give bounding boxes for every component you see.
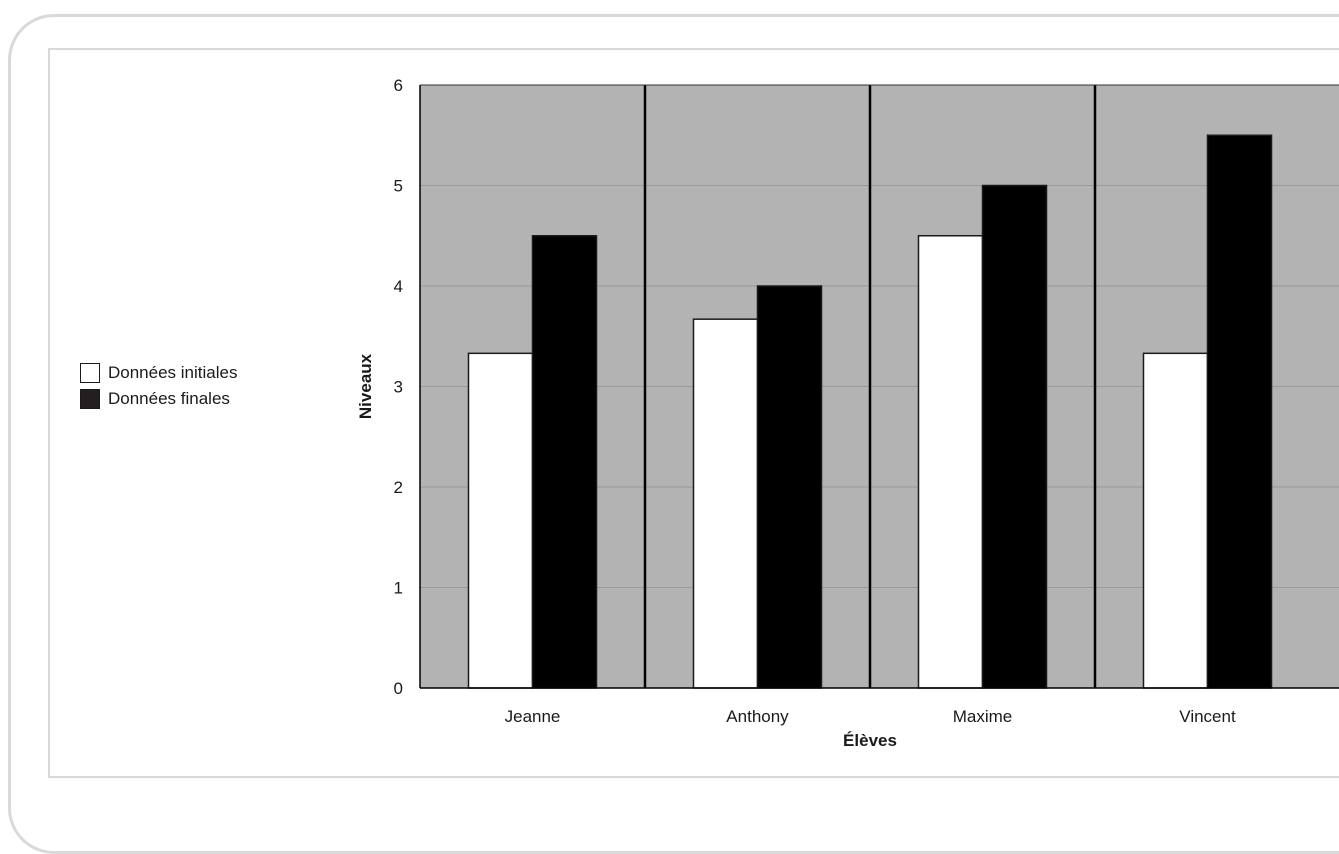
y-tick-label: 2 [394,478,403,497]
y-tick-label: 6 [394,76,403,95]
x-tick-label: Anthony [726,707,789,726]
y-tick-label: 0 [394,679,403,698]
bar-jeanne-final [531,235,598,689]
bar-anthony-final [756,285,823,689]
legend-swatch-initial [80,363,100,383]
chart-panel [48,48,1339,778]
y-tick-labels: 0 1 2 3 4 5 6 [394,76,403,698]
legend: Données initiales Données finales [80,360,237,412]
legend-label-final: Données finales [108,389,230,408]
x-tick-label: Maxime [953,707,1013,726]
bar-anthony-initial [692,318,759,689]
bars [467,134,1273,689]
y-tick-label: 1 [394,579,403,598]
legend-item-final: Données finales [80,386,237,412]
x-tick-labels: Jeanne Anthony Maxime Vincent [505,707,1236,726]
bar-maxime-final [981,184,1048,689]
x-axis-title: Élèves [843,731,897,750]
y-tick-label: 3 [394,378,403,397]
bar-chart: 0 1 2 3 4 5 6 Jeanne Anthony Maxime Vincent Élève… [356,76,1339,750]
legend-swatch-final [80,389,100,409]
y-tick-label: 5 [394,177,403,196]
category-separators [643,85,1097,688]
x-tick-label: Vincent [1179,707,1236,726]
y-axis-title: Niveaux [356,353,375,419]
bar-vincent-initial [1142,352,1209,689]
y-tick-label: 4 [394,277,403,296]
legend-label-initial: Données initiales [108,363,238,382]
bar-jeanne-initial [467,352,534,689]
legend-item-initial: Données initiales [80,360,237,386]
bar-vincent-final [1206,134,1273,689]
axes [419,84,1339,689]
x-tick-label: Jeanne [505,707,561,726]
bar-maxime-initial [917,235,984,689]
